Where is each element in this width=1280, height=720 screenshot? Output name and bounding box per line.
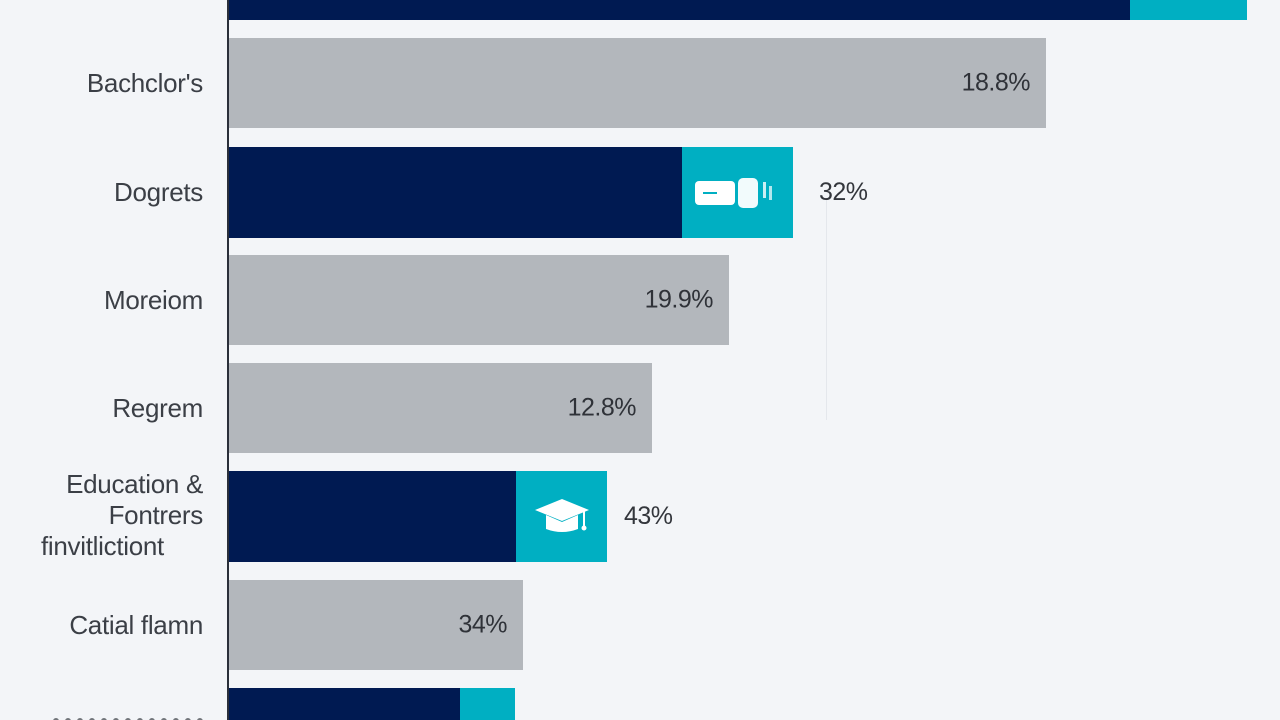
category-label-line: Fontrers [108,500,204,530]
bar-segment-navy [229,0,1130,20]
bar-segment-navy [229,688,460,720]
bar [229,471,607,562]
bar-row-regrem: Regrem 12.8% [0,363,1280,453]
bar: 19.9% [229,255,729,345]
gridline [826,200,827,420]
bar: 12.8% [229,363,652,453]
bar-row-moreiom: Moreiom 19.9% [0,255,1280,345]
value-label: 18.8% [961,68,1031,97]
category-label: Catial flamn [69,610,203,640]
y-axis-line [227,0,229,720]
bar-row-cropped-top [0,0,1280,20]
bar-segment-navy [229,147,682,238]
category-label: Bachclor's [86,68,203,98]
category-label: Regrem [112,393,203,423]
value-label: 32% [819,178,868,206]
value-label: 12.8% [567,393,637,422]
bar-segment-teal [682,147,793,238]
value-label: 19.9% [644,285,714,314]
category-label: Moreiom [103,285,203,315]
bar-segment-gray: 34% [229,580,523,670]
bar-segment-navy [229,471,516,562]
bar-row-bachclors: Bachclor's 18.8% [0,38,1280,128]
category-label: Dogrets [114,177,203,207]
bar [229,0,1247,20]
value-label: 34% [458,610,507,639]
bar-row-catial-flamn: Catial flamn 34% [0,580,1280,670]
bar-segment-teal [1130,0,1247,20]
bar-segment-gray: 19.9% [229,255,729,345]
bar-segment-gray: 12.8% [229,363,652,453]
category-label-line: Education & [66,469,203,499]
bar: 34% [229,580,523,670]
bar-segment-gray: 18.8% [229,38,1046,128]
bar-segment-teal [460,688,515,720]
bar: 18.8% [229,38,1046,128]
graduation-cap-icon [533,497,591,537]
category-label: Education & Fontrers finvitlictiont [3,469,203,562]
category-label-line: finvitlictiont [41,531,164,561]
value-label: 43% [624,502,673,530]
document-icon [694,176,781,210]
bar-row-education: Education & Fontrers finvitlictiont 43% [0,469,1280,562]
bar [229,147,793,238]
bar-segment-teal [516,471,607,562]
bar [229,688,515,720]
bar-row-dogrets: Dogrets 32% [0,147,1280,238]
category-label-cropped [3,710,203,720]
bar-row-cropped-bottom [0,688,1280,720]
